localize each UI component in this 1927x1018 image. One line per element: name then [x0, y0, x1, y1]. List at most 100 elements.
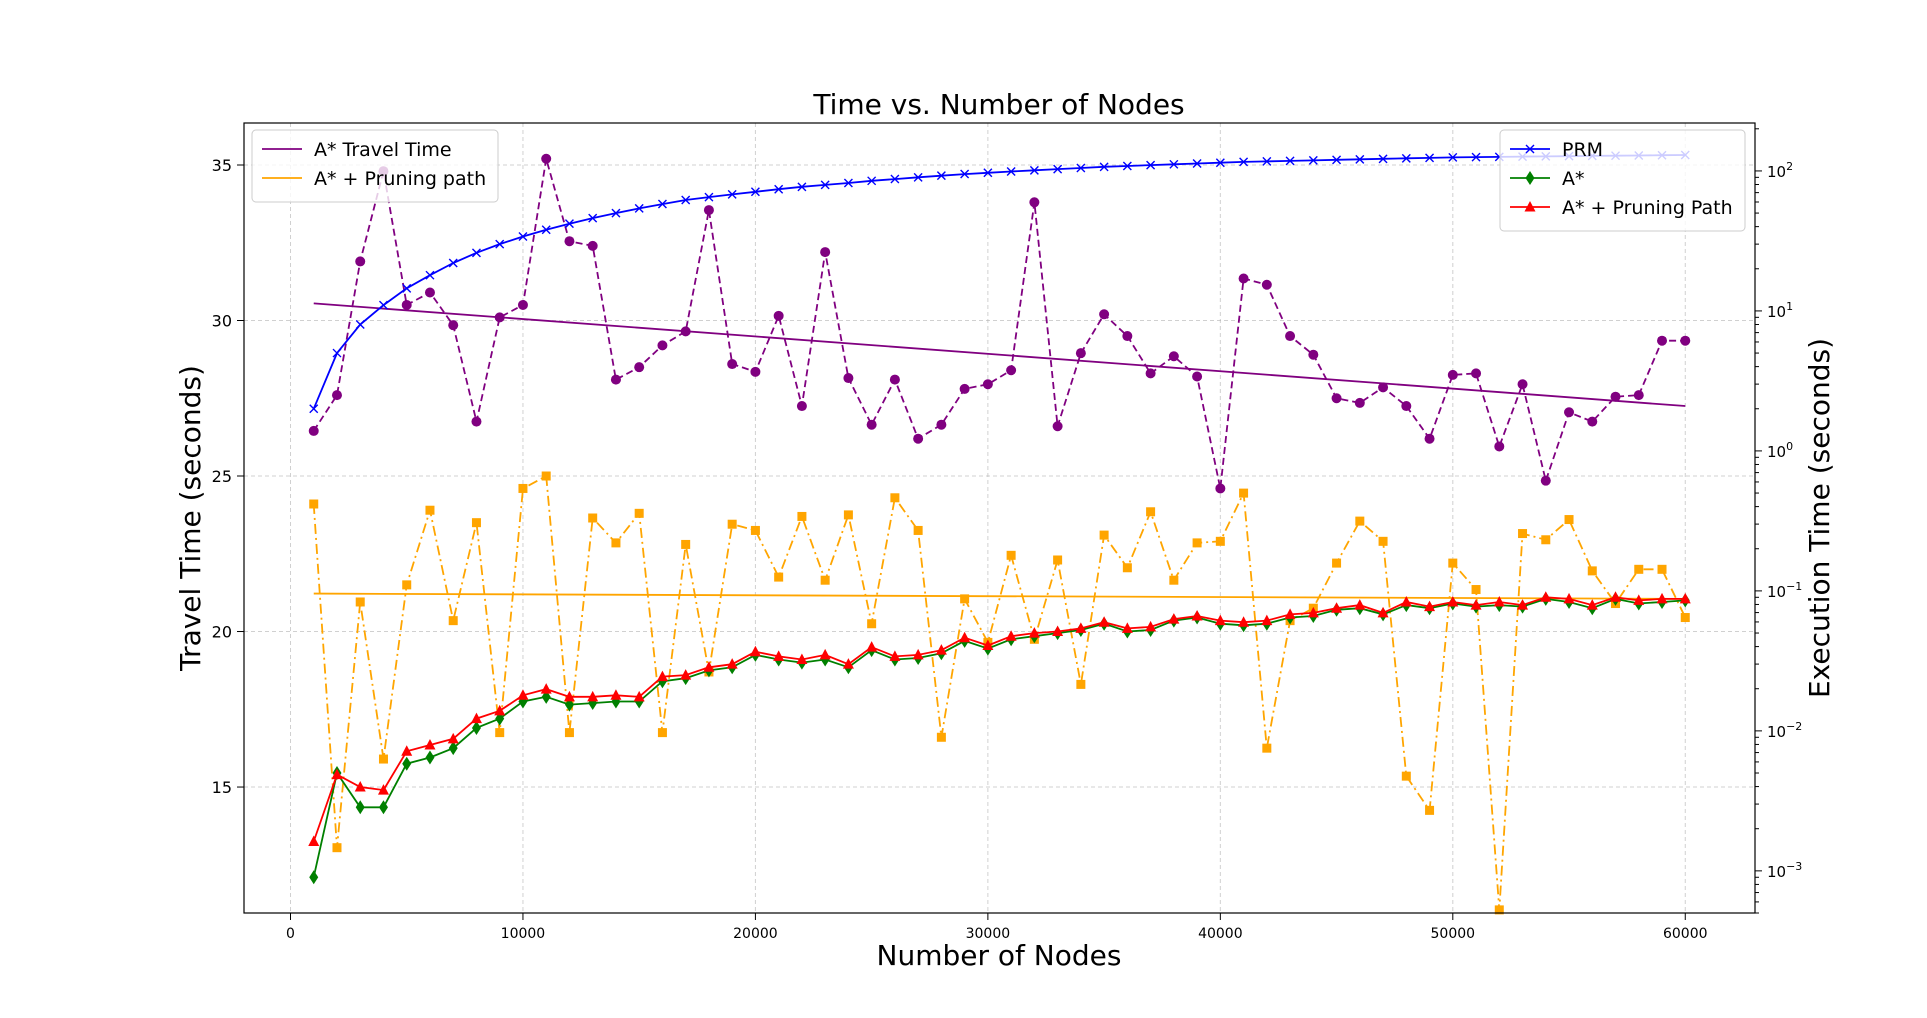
data-point-square: [1541, 535, 1551, 545]
y2-axis-label: Execution Time (seconds): [1803, 338, 1836, 698]
x-tick-label: 0: [286, 926, 295, 942]
data-point-circle: [1564, 407, 1575, 418]
data-point-circle: [1633, 390, 1644, 401]
data-point-square: [1192, 538, 1202, 548]
x-tick-label: 50000: [1431, 926, 1476, 942]
data-point-x-stroke: [332, 348, 342, 358]
data-point-square: [1471, 585, 1481, 595]
y-tick-label: 35: [212, 156, 232, 175]
data-point-circle: [680, 326, 691, 337]
data-point-diamond: [378, 800, 388, 815]
data-point-circle: [1075, 348, 1086, 359]
data-point-triangle: [447, 732, 459, 744]
data-point-circle: [1145, 368, 1156, 379]
y2-tick-label: 10−2: [1767, 720, 1802, 741]
data-point-x-stroke: [1146, 160, 1156, 170]
data-point-x: [1285, 156, 1295, 166]
data-point-x-stroke: [588, 213, 598, 223]
data-point-diamond: [425, 750, 435, 765]
data-point-square: [634, 508, 644, 518]
trend-line: [313, 592, 1686, 600]
data-point-x-stroke: [727, 189, 737, 199]
data-point-triangle: [935, 644, 947, 655]
data-point-x: [611, 208, 621, 218]
data-point-x-stroke: [1076, 163, 1086, 173]
data-point-square: [309, 499, 319, 509]
data-point-x-stroke: [1378, 154, 1388, 164]
data-point-triangle: [1098, 616, 1110, 627]
y2-tick-label: 101: [1767, 300, 1793, 321]
data-point-x: [774, 184, 784, 194]
data-point-circle: [1261, 279, 1272, 290]
data-point-triangle: [1145, 620, 1157, 632]
data-point-square: [1076, 679, 1086, 689]
data-point-square: [750, 525, 760, 535]
data-point-circle: [1378, 382, 1389, 393]
data-point-circle: [820, 247, 831, 258]
data-point-x: [1425, 153, 1435, 163]
data-point-square: [797, 511, 807, 521]
data-point-x: [960, 169, 970, 179]
data-point-x: [1401, 153, 1411, 163]
data-point-x-stroke: [1471, 152, 1481, 162]
data-point-circle: [913, 433, 924, 444]
data-point-x-stroke: [913, 172, 923, 182]
data-point-x-stroke: [1308, 155, 1318, 165]
data-point-x: [1525, 144, 1535, 154]
y-axis-label: Travel Time (seconds): [174, 365, 207, 672]
data-point-circle: [982, 379, 993, 390]
data-point-square: [355, 597, 365, 607]
data-point-square: [1657, 564, 1667, 574]
data-point-triangle: [749, 645, 761, 657]
data-point-triangle: [1377, 606, 1389, 618]
data-point-circle: [1401, 401, 1412, 412]
data-point-x-stroke: [634, 203, 644, 213]
data-point-square: [1099, 530, 1109, 540]
data-point-circle: [1680, 335, 1691, 346]
data-point-x: [634, 203, 644, 213]
data-point-circle: [657, 340, 668, 351]
data-point-triangle: [563, 690, 575, 702]
data-point-x: [495, 239, 505, 249]
data-point-square: [518, 483, 528, 493]
y2-tick-label: 10−3: [1767, 860, 1802, 881]
data-point-x: [1378, 154, 1388, 164]
data-point-circle: [610, 374, 621, 385]
data-point-circle: [355, 256, 366, 267]
series-group: [308, 150, 1691, 915]
legend-right: PRM A* A* + Pruning Path: [1499, 129, 1746, 232]
data-point-x: [564, 219, 574, 229]
data-point-circle: [936, 419, 947, 430]
data-point-circle: [1168, 351, 1179, 362]
data-point-circle: [959, 383, 970, 394]
data-point-triangle: [1331, 602, 1343, 613]
data-point-diamond: [448, 741, 458, 756]
data-point-triangle: [1121, 622, 1133, 633]
data-point-triangle: [424, 739, 436, 750]
data-point-circle: [1331, 393, 1342, 404]
data-point-x: [727, 189, 737, 199]
data-point-square: [1332, 558, 1342, 568]
data-point-x: [402, 283, 412, 293]
data-point-x: [1355, 154, 1365, 164]
data-point-x: [657, 199, 667, 209]
x-tick-label: 30000: [966, 926, 1011, 942]
data-point-x-stroke: [1029, 165, 1039, 175]
data-point-square: [1239, 488, 1249, 498]
data-point-circle: [727, 359, 738, 370]
data-point-circle: [1354, 397, 1365, 408]
data-point-triangle: [1524, 201, 1536, 212]
data-point-x-stroke: [1262, 156, 1272, 166]
data-point-x: [425, 270, 435, 280]
data-point-triangle: [703, 661, 715, 672]
data-point-square: [681, 539, 691, 549]
data-point-x: [1471, 152, 1481, 162]
data-point-circle: [1192, 371, 1203, 382]
data-point-triangle: [1470, 599, 1482, 610]
x-tick-label: 40000: [1198, 926, 1243, 942]
data-point-x: [890, 174, 900, 184]
data-point-circle: [587, 240, 598, 251]
data-point-square: [378, 754, 388, 764]
data-point-x-stroke: [1006, 167, 1016, 177]
data-point-circle: [448, 320, 459, 331]
